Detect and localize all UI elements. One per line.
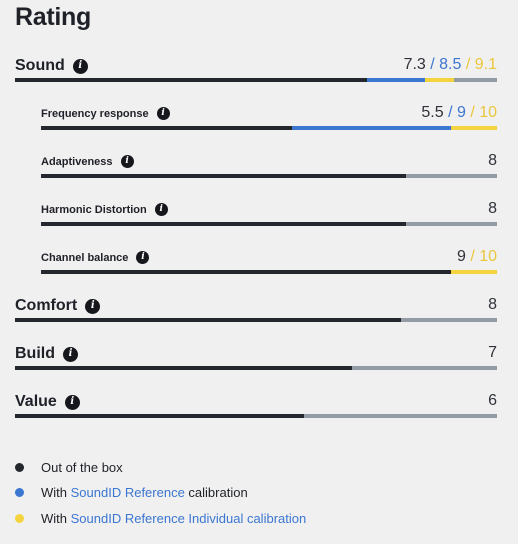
bar-segment-out-of-box bbox=[15, 318, 401, 322]
info-icon[interactable]: i bbox=[64, 394, 80, 410]
score-bar bbox=[41, 222, 497, 226]
info-icon[interactable]: i bbox=[120, 155, 134, 168]
value-individual: / 9.1 bbox=[465, 56, 497, 73]
dot-icon bbox=[15, 488, 24, 497]
score-bar bbox=[15, 78, 497, 82]
bar-segment-out-of-box bbox=[15, 78, 367, 82]
rating-label: Frequency response bbox=[41, 107, 149, 120]
score-bar bbox=[15, 366, 497, 370]
value-individual: / 10 bbox=[470, 104, 497, 121]
score-bar bbox=[41, 174, 497, 178]
info-icon[interactable]: i bbox=[85, 298, 101, 314]
legend-text: With bbox=[41, 485, 71, 500]
value-out-of-box: 5.5 bbox=[421, 104, 444, 121]
legend-text: With bbox=[41, 511, 71, 526]
info-icon[interactable]: i bbox=[136, 251, 150, 264]
dot-icon bbox=[15, 463, 24, 472]
value-reference: / 8.5 bbox=[430, 56, 462, 73]
bar-segment-out-of-box bbox=[41, 270, 452, 274]
value-out-of-box: 7 bbox=[488, 344, 497, 361]
info-icon[interactable]: i bbox=[63, 346, 78, 362]
legend: Out of the box With SoundID Reference ca… bbox=[15, 460, 495, 536]
rating-label: Sound bbox=[15, 57, 65, 74]
dot-icon bbox=[15, 514, 24, 523]
score-bar bbox=[15, 318, 497, 322]
legend-text-suffix: calibration bbox=[184, 485, 248, 500]
value-individual: / 10 bbox=[470, 248, 497, 265]
legend-text: Out of the box bbox=[41, 460, 123, 475]
info-icon[interactable]: i bbox=[72, 58, 88, 74]
legend-item-out-of-box: Out of the box bbox=[15, 460, 123, 475]
rating-label: Value bbox=[15, 393, 57, 410]
info-icon[interactable]: i bbox=[154, 203, 168, 216]
page-title: Rating bbox=[15, 3, 91, 31]
value-out-of-box: 8 bbox=[488, 296, 497, 313]
rating-label: Harmonic Distortion bbox=[41, 203, 147, 216]
score-bar bbox=[41, 126, 497, 130]
bar-segment-out-of-box bbox=[41, 126, 292, 130]
rating-label: Adaptiveness bbox=[41, 155, 113, 168]
rating-label: Channel balance bbox=[41, 251, 129, 264]
soundid-reference-link[interactable]: SoundID Reference bbox=[70, 485, 185, 500]
rating-row-value: Value i 6 bbox=[15, 391, 497, 419]
rating-row-comfort: Comfort i 8 bbox=[15, 295, 497, 323]
value-out-of-box: 6 bbox=[488, 392, 497, 409]
legend-item-reference: With SoundID Reference calibration bbox=[15, 485, 248, 500]
rating-row-channel-balance: Channel balance i 9 / 10 bbox=[41, 247, 497, 275]
legend-item-individual: With SoundID Reference Individual calibr… bbox=[15, 511, 306, 526]
rating-row-sound: Sound i 7.3 / 8.5 / 9.1 bbox=[15, 55, 497, 83]
bar-segment-out-of-box bbox=[15, 414, 305, 418]
bar-segment-out-of-box bbox=[41, 222, 406, 226]
rating-row-harmonic-distortion: Harmonic Distortion i 8 bbox=[41, 199, 497, 227]
value-out-of-box: 7.3 bbox=[403, 56, 426, 73]
rating-row-build: Build i 7 bbox=[15, 343, 497, 371]
value-reference: / 9 bbox=[448, 104, 466, 121]
rating-label: Build bbox=[15, 345, 55, 362]
bar-segment-out-of-box bbox=[15, 366, 353, 370]
soundid-reference-individual-link[interactable]: SoundID Reference Individual calibration bbox=[70, 511, 307, 526]
info-icon[interactable]: i bbox=[156, 107, 170, 120]
score-bar bbox=[41, 270, 497, 274]
value-out-of-box: 9 bbox=[456, 248, 466, 265]
rating-row-frequency-response: Frequency response i 5.5 / 9 / 10 bbox=[41, 103, 497, 131]
rating-row-adaptiveness: Adaptiveness i 8 bbox=[41, 151, 497, 179]
score-bar bbox=[15, 414, 497, 418]
bar-segment-out-of-box bbox=[41, 174, 406, 178]
value-out-of-box: 8 bbox=[488, 152, 497, 169]
value-out-of-box: 8 bbox=[488, 200, 497, 217]
rating-label: Comfort bbox=[15, 297, 78, 314]
